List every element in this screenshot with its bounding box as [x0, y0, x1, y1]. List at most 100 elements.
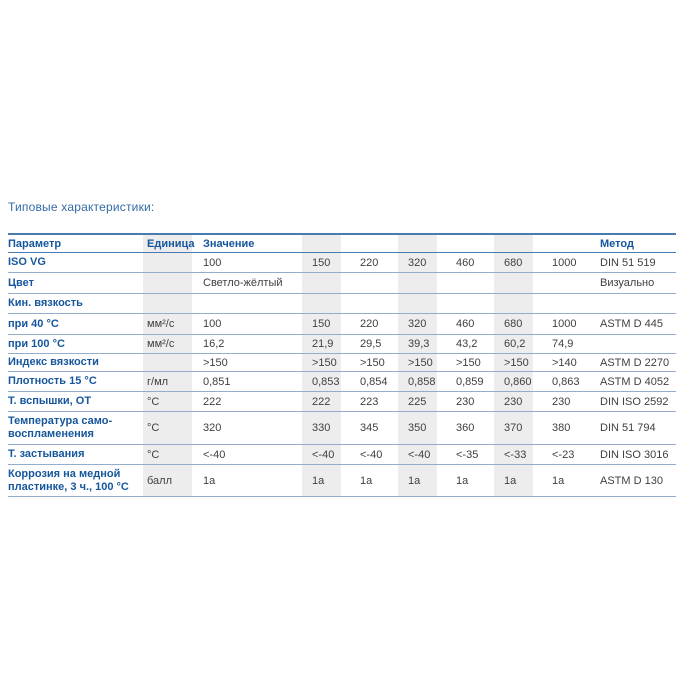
value-cell: 21,9: [312, 338, 334, 350]
value-cell: 350: [408, 422, 427, 434]
value-cell: 0,853: [312, 375, 340, 388]
header-unit: Единица: [147, 237, 195, 250]
value-cell: 39,3: [408, 338, 430, 350]
value-cell: 680: [504, 318, 523, 330]
value-cell: 380: [552, 422, 571, 434]
value-cell: 0,860: [504, 375, 532, 388]
value-cell: >150: [203, 356, 228, 369]
table-rows: Параметр Единица Значение Метод ISO VG 100 150…: [8, 235, 676, 497]
method-cell: ASTM D 130: [600, 474, 663, 487]
param-cell: Т. застывания: [8, 448, 85, 460]
table-row: Кин. вязкость: [8, 294, 676, 314]
value-cell: 230: [456, 395, 475, 408]
unit-cell: г/мл: [147, 375, 169, 388]
column-stripe: [398, 235, 437, 497]
table-row: Коррозия на медной пластинке, 3 ч., 100 …: [8, 465, 676, 497]
value-cell: 29,5: [360, 338, 382, 350]
column-stripe: [143, 235, 192, 497]
method-cell: DIN 51 519: [600, 256, 656, 269]
param-cell: Плотность 15 °C: [8, 375, 97, 387]
unit-cell: °C: [147, 422, 160, 434]
method-cell: DIN ISO 3016: [600, 448, 669, 461]
column-stripe: [494, 235, 533, 497]
value-cell: 100: [203, 256, 222, 269]
param-cell: Температура само- воспламенения: [8, 415, 113, 440]
value-cell: 1000: [552, 318, 577, 330]
value-cell: <-23: [552, 448, 575, 461]
value-cell: 220: [360, 256, 379, 269]
value-cell: 320: [408, 318, 427, 330]
table-row: Т. вспышки, ОТ °C 222 222 223 225 230 230 230 DIN…: [8, 392, 676, 412]
value-cell: 0,854: [360, 375, 388, 388]
value-cell: <-33: [504, 448, 527, 461]
value-cell: 222: [203, 395, 222, 408]
value-cell: 16,2: [203, 338, 225, 350]
section-title: Типовые характеристики:: [8, 200, 155, 214]
value-cell: 0,859: [456, 375, 484, 388]
value-cell: 230: [504, 395, 523, 408]
table-row: при 100 °C мм²/с 16,2 21,9 29,5 39,3 43,2 60,2 7…: [8, 335, 676, 354]
header-value: Значение: [203, 237, 255, 250]
value-cell: 100: [203, 318, 222, 330]
value-cell: <-35: [456, 448, 479, 461]
unit-cell: мм²/с: [147, 318, 175, 330]
param-cell: при 100 °C: [8, 337, 65, 350]
table-row: при 40 °C мм²/с 100 150 220 320 460 680 1000 ASTM…: [8, 314, 676, 335]
value-cell: >150: [408, 356, 433, 369]
value-cell: 360: [456, 422, 475, 434]
value-cell: 1000: [552, 256, 577, 269]
value-cell: >150: [312, 356, 337, 369]
value-cell: 222: [312, 395, 331, 408]
param-cell: Цвет: [8, 276, 35, 289]
method-cell: DIN ISO 2592: [600, 395, 669, 408]
value-cell: <-40: [408, 448, 431, 461]
value-cell: <-40: [360, 448, 383, 461]
value-cell: 60,2: [504, 338, 526, 350]
value-cell: 1a: [408, 474, 421, 487]
value-cell: 1a: [456, 474, 469, 487]
param-cell: Индекс вязкости: [8, 356, 99, 368]
method-cell: ASTM D 445: [600, 318, 663, 330]
value-cell: 1a: [312, 474, 325, 487]
value-cell: <-40: [312, 448, 335, 461]
table-row: Плотность 15 °C г/мл 0,851 0,853 0,854 0,858 0…: [8, 372, 676, 392]
value-cell: 460: [456, 318, 475, 330]
value-cell: 0,851: [203, 375, 231, 388]
value-cell: 150: [312, 318, 331, 330]
value-cell: Светло-жёлтый: [203, 277, 283, 289]
table-row: Т. застывания °C <-40 <-40 <-40 <-40 <-35 <-33 <…: [8, 445, 676, 465]
unit-cell: мм²/с: [147, 338, 175, 350]
method-cell: Визуально: [600, 277, 655, 289]
table-row: Температура само- воспламенения °C 320 330 3…: [8, 412, 676, 445]
header-method: Метод: [600, 237, 634, 250]
param-cell: при 40 °C: [8, 317, 59, 330]
value-cell: 1a: [203, 474, 216, 487]
method-cell: DIN 51 794: [600, 422, 656, 434]
value-cell: 320: [203, 422, 222, 434]
value-cell: >150: [504, 356, 529, 369]
value-cell: >150: [360, 356, 385, 369]
table-row: Индекс вязкости >150 >150 >150 >150 >150 >150 >…: [8, 354, 676, 372]
value-cell: >140: [552, 356, 577, 369]
value-cell: 0,863: [552, 375, 580, 388]
value-cell: 43,2: [456, 338, 478, 350]
value-cell: 150: [312, 256, 331, 269]
param-cell: Т. вспышки, ОТ: [8, 395, 92, 407]
table-row: ISO VG 100 150 220 320 460 680 1000 DIN 51 519: [8, 253, 676, 273]
value-cell: 1a: [552, 474, 565, 487]
method-cell: ASTM D 4052: [600, 375, 670, 388]
header-param: Параметр: [8, 237, 62, 250]
value-cell: 1a: [360, 474, 373, 487]
value-cell: <-40: [203, 448, 226, 461]
param-cell: Кин. вязкость: [8, 297, 83, 309]
method-cell: ASTM D 2270: [600, 356, 670, 369]
param-cell: ISO VG: [8, 256, 46, 268]
value-cell: 460: [456, 256, 475, 269]
value-cell: 74,9: [552, 338, 574, 350]
value-cell: 370: [504, 422, 523, 434]
param-cell: Коррозия на медной пластинке, 3 ч., 100 …: [8, 467, 129, 493]
value-cell: >150: [456, 356, 481, 369]
table-header-row: Параметр Единица Значение Метод: [8, 235, 676, 253]
value-cell: 223: [360, 395, 379, 408]
